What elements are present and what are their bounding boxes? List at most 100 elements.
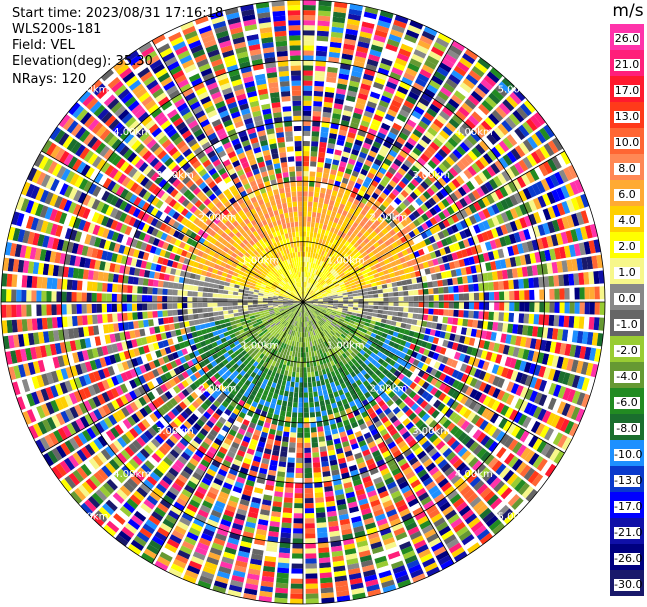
velocity-gate bbox=[396, 316, 403, 323]
velocity-gate bbox=[326, 265, 332, 271]
velocity-gate bbox=[237, 353, 244, 360]
velocity-gate bbox=[325, 246, 330, 253]
velocity-gate bbox=[233, 340, 240, 346]
velocity-gate bbox=[463, 284, 469, 293]
velocity-gate bbox=[292, 407, 298, 413]
velocity-gate bbox=[360, 83, 371, 91]
velocity-gate bbox=[417, 216, 425, 225]
velocity-gate bbox=[334, 1, 348, 9]
velocity-gate bbox=[194, 467, 205, 477]
velocity-gate bbox=[444, 141, 455, 152]
velocity-gate bbox=[496, 504, 510, 518]
velocity-gate bbox=[483, 422, 493, 434]
velocity-gate bbox=[151, 378, 160, 388]
velocity-gate bbox=[481, 272, 489, 282]
velocity-gate bbox=[576, 330, 584, 344]
velocity-gate bbox=[407, 438, 418, 448]
velocity-gate bbox=[466, 346, 474, 355]
velocity-gate bbox=[223, 509, 235, 518]
velocity-gate bbox=[72, 469, 84, 483]
velocity-gate bbox=[314, 289, 320, 294]
velocity-gate bbox=[391, 209, 400, 217]
velocity-gate bbox=[506, 134, 518, 147]
velocity-gate bbox=[305, 293, 310, 299]
velocity-gate bbox=[325, 81, 336, 88]
velocity-gate bbox=[317, 338, 322, 345]
velocity-gate bbox=[267, 391, 274, 398]
velocity-gate bbox=[337, 255, 343, 261]
velocity-gate bbox=[177, 474, 188, 484]
velocity-gate bbox=[308, 331, 311, 337]
velocity-gate bbox=[421, 390, 430, 400]
velocity-gate bbox=[305, 311, 307, 317]
velocity-gate bbox=[227, 349, 234, 356]
velocity-gate bbox=[446, 226, 455, 236]
velocity-gate bbox=[195, 397, 204, 406]
velocity-gate bbox=[352, 293, 359, 297]
velocity-gate bbox=[354, 386, 361, 394]
velocity-gate bbox=[304, 306, 307, 312]
velocity-gate bbox=[355, 102, 365, 110]
velocity-gate bbox=[393, 270, 400, 277]
velocity-gate bbox=[338, 187, 346, 194]
velocity-gate bbox=[235, 343, 242, 350]
velocity-gate bbox=[401, 512, 413, 522]
velocity-gate bbox=[370, 320, 376, 325]
velocity-gate bbox=[352, 426, 361, 434]
velocity-gate bbox=[280, 384, 286, 391]
velocity-gate bbox=[397, 381, 405, 389]
velocity-gate bbox=[121, 465, 133, 477]
velocity-gate bbox=[266, 474, 276, 481]
velocity-gate bbox=[158, 445, 169, 456]
velocity-gate bbox=[303, 145, 310, 152]
velocity-gate bbox=[236, 366, 243, 374]
velocity-gate bbox=[580, 226, 588, 240]
velocity-gate bbox=[489, 239, 497, 250]
velocity-gate bbox=[354, 483, 364, 492]
velocity-gate bbox=[360, 362, 368, 369]
velocity-gate bbox=[567, 164, 578, 179]
velocity-gate bbox=[247, 349, 254, 356]
velocity-gate bbox=[374, 376, 382, 384]
velocity-gate bbox=[343, 299, 349, 302]
velocity-gate bbox=[186, 394, 195, 404]
velocity-gate bbox=[544, 302, 550, 313]
velocity-gate bbox=[438, 163, 448, 173]
velocity-gate bbox=[384, 239, 392, 247]
velocity-gate bbox=[401, 176, 410, 186]
velocity-gate bbox=[342, 292, 348, 296]
velocity-gate bbox=[407, 169, 417, 178]
velocity-gate bbox=[366, 132, 376, 141]
velocity-gate bbox=[491, 364, 500, 375]
velocity-gate bbox=[507, 345, 515, 357]
velocity-gate bbox=[510, 335, 517, 346]
velocity-gate bbox=[491, 109, 504, 122]
velocity-gate bbox=[307, 336, 310, 343]
velocity-gate bbox=[335, 314, 341, 319]
velocity-gate bbox=[376, 196, 385, 204]
velocity-gate bbox=[376, 518, 388, 527]
velocity-gate bbox=[190, 555, 204, 566]
velocity-gate bbox=[193, 371, 202, 379]
velocity-gate bbox=[394, 118, 405, 127]
velocity-gate bbox=[306, 294, 311, 299]
velocity-gate bbox=[443, 375, 451, 384]
velocity-gate bbox=[342, 48, 355, 56]
velocity-gate bbox=[93, 409, 103, 421]
velocity-gate bbox=[339, 326, 346, 332]
velocity-gate bbox=[236, 359, 243, 367]
velocity-gate bbox=[207, 551, 221, 561]
velocity-gate bbox=[332, 364, 338, 371]
velocity-gate bbox=[392, 419, 402, 428]
velocity-gate bbox=[428, 433, 439, 443]
velocity-gate bbox=[367, 531, 380, 540]
velocity-gate bbox=[390, 261, 397, 267]
velocity-gate bbox=[417, 548, 431, 559]
velocity-gate bbox=[313, 361, 317, 367]
velocity-gate bbox=[355, 379, 363, 386]
velocity-gate bbox=[66, 423, 77, 436]
velocity-gate bbox=[334, 325, 340, 331]
velocity-gate bbox=[303, 95, 312, 101]
velocity-gate bbox=[319, 343, 324, 349]
velocity-gate bbox=[424, 444, 435, 454]
